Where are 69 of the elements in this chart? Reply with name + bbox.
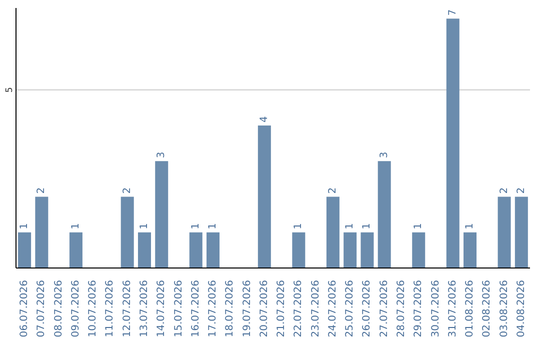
x-tick-label: 26.07.2026 [362,280,373,338]
data-label: 1 [362,223,373,230]
data-label: 1 [138,223,150,230]
x-tick-label: 27.07.2026 [378,280,390,338]
data-label: 1 [293,223,304,230]
data-label: 1 [19,223,30,230]
data-label: 7 [447,9,458,16]
x-tick-label: 17.07.2026 [208,280,219,338]
data-label: 4 [258,116,270,123]
x-tick-label: 24.07.2026 [327,280,338,338]
x-tick-label: 22.07.2026 [293,280,304,338]
data-label: 2 [122,187,133,194]
x-tick-label: 01.08.2026 [464,280,476,338]
bar [292,232,306,268]
data-label: 1 [413,223,424,230]
x-tick-label: 28.07.2026 [396,280,407,338]
data-label: 1 [190,223,202,230]
data-label: 1 [344,223,356,230]
bar [360,232,374,268]
bar [326,196,340,268]
bar [446,18,460,268]
bar [206,232,220,268]
x-tick-label: 29.07.2026 [413,280,424,338]
bar [138,232,151,268]
x-tick-label: 11.07.2026 [104,280,116,338]
x-tick-label: 13.07.2026 [139,280,150,338]
x-tick-label: 06.07.2026 [19,280,30,338]
bar [35,196,48,268]
x-tick-label: 07.07.2026 [36,280,48,338]
x-tick-label: 19.07.2026 [242,280,253,338]
x-tick-label: 10.07.2026 [88,280,99,338]
x-tick-label: 31.07.2026 [447,280,458,338]
data-label: 3 [378,152,390,158]
x-tick-label: 03.08.2026 [498,280,510,338]
x-tick-label: 20.07.2026 [258,280,270,338]
x-tick-label: 12.07.2026 [122,280,133,338]
bar [120,196,134,268]
bar [344,232,357,268]
bar [378,161,391,268]
bar [18,232,32,268]
x-tick-label: 08.07.2026 [53,280,64,338]
data-label: 1 [208,223,219,230]
data-label: 2 [516,187,527,194]
bar [412,232,426,268]
bar [258,126,271,268]
data-label: 1 [464,223,476,230]
data-label: 2 [498,187,510,194]
x-tick-label: 16.07.2026 [190,280,202,338]
x-tick-label: 23.07.2026 [310,280,322,338]
x-tick-label: 30.07.2026 [430,280,442,338]
data-label: 2 [36,187,48,194]
x-tick-label: 02.08.2026 [482,280,493,338]
bar [189,232,202,268]
data-label: 2 [327,187,338,194]
data-label: 1 [70,223,82,230]
x-tick-label: 04.08.2026 [516,280,527,338]
bar [514,196,528,268]
bar [69,232,82,268]
bar [498,196,511,268]
x-tick-label: 14.07.2026 [156,280,168,338]
x-tick-label: 25.07.2026 [344,280,356,338]
y-tick-label: 5 [5,87,15,93]
data-label: 3 [156,152,168,158]
x-tick-label: 09.07.2026 [70,280,82,338]
x-tick-label: 18.07.2026 [224,280,236,338]
bar [155,161,168,268]
x-tick-label: 21.07.2026 [276,280,288,338]
x-tick-label: 15.07.2026 [173,280,184,338]
bar [464,232,477,268]
